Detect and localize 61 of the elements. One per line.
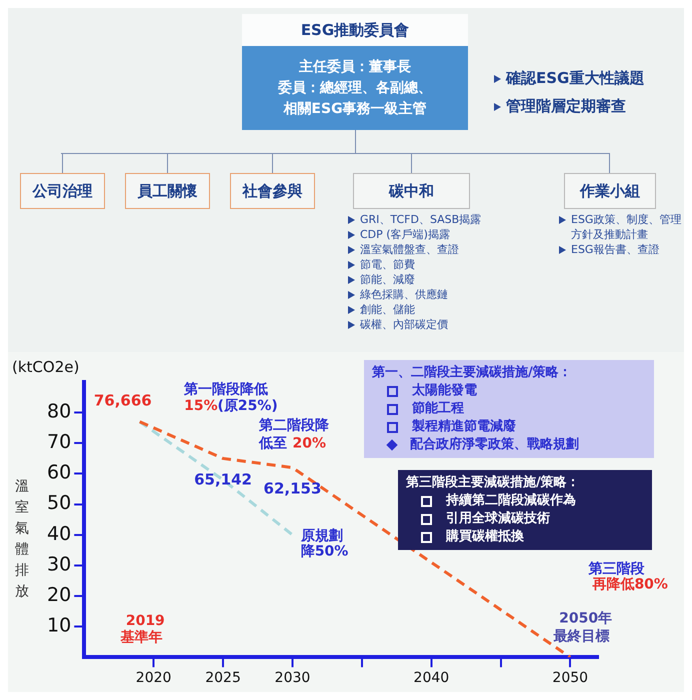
annotation: 節能工程 bbox=[412, 400, 464, 418]
x-tick-label: 2025 bbox=[205, 670, 241, 686]
annotation: 降50% bbox=[300, 544, 348, 560]
annotation: 2050年 bbox=[559, 610, 612, 626]
annotation: 配合政府淨零政策、戰略規劃 bbox=[410, 436, 579, 454]
annotation: 76,666 bbox=[94, 392, 152, 410]
annotation: 最終目標 bbox=[552, 628, 610, 645]
text: 第一、二階段主要減碳措施/策略： bbox=[372, 365, 572, 380]
y-tick-label: 20 bbox=[46, 584, 72, 606]
text: (ktCO2e) bbox=[12, 358, 80, 376]
annotation: 第二階段降 bbox=[258, 417, 330, 434]
annotation: 購買碳權抵換 bbox=[446, 528, 524, 546]
annotation: 原規劃 bbox=[300, 528, 343, 544]
text: ESG報告書、查證 bbox=[571, 242, 660, 257]
annotation: 基準年 bbox=[119, 630, 162, 646]
annotation: 65,142 bbox=[194, 470, 252, 488]
annotation: 持續第二階段減碳作為 bbox=[446, 492, 576, 510]
text: 公司治理 bbox=[20, 173, 105, 209]
annotation: 製程精進節電減廢 bbox=[412, 418, 516, 436]
annotation: 引用全球減碳技術 bbox=[446, 510, 550, 528]
y-tick-label: 70 bbox=[46, 431, 72, 454]
text: 創能、儲能 bbox=[360, 302, 415, 317]
x-tick-label: 2030 bbox=[274, 670, 310, 686]
annotation: 第一階段降低 bbox=[183, 381, 268, 398]
text: 作業小組 bbox=[564, 173, 656, 209]
annotation: 第三階段 bbox=[587, 561, 646, 578]
text: 委員：總經理、各副總、相關ESG事務一級主管 bbox=[277, 78, 433, 118]
text: 主任委員：董事長 bbox=[299, 58, 411, 76]
text: ESG推動委員會 bbox=[242, 14, 468, 46]
x-tick-label: 2020 bbox=[136, 670, 172, 686]
annotation: 2019 bbox=[126, 613, 165, 630]
text: 碳中和 bbox=[353, 173, 470, 209]
text: ESG政策、制度、管理方針及推動計畫 bbox=[571, 212, 682, 242]
text: 節電、節費 bbox=[360, 257, 415, 272]
annotation: 低至 bbox=[258, 435, 288, 452]
text: 員工關懷 bbox=[125, 173, 210, 209]
text: 社會參與 bbox=[230, 173, 315, 209]
annotation: 62,153 bbox=[264, 480, 322, 498]
text: 溫室氣體盤查、查證 bbox=[360, 242, 459, 257]
annotation: 第三階段主要減碳措施/策略： bbox=[406, 474, 581, 492]
y-tick-label: 40 bbox=[46, 522, 72, 545]
text: 綠色採購、供應鏈 bbox=[360, 287, 448, 302]
y-tick-label: 60 bbox=[46, 462, 72, 484]
text: GRI、TCFD、SASB揭露 bbox=[360, 212, 482, 227]
x-tick-label: 2040 bbox=[414, 670, 450, 686]
text: 節能、減廢 bbox=[360, 272, 415, 287]
annotation: 15% bbox=[184, 398, 218, 414]
y-tick-label: 30 bbox=[46, 553, 72, 576]
annotation: 再降低80% bbox=[591, 576, 668, 593]
y-axis-title: 溫室氣體排放 bbox=[15, 478, 29, 600]
text: 確認ESG重大性議題 bbox=[504, 68, 644, 89]
y-tick-label: 50 bbox=[46, 492, 72, 514]
annotation: 20% bbox=[292, 435, 326, 452]
x-tick-label: 2050 bbox=[552, 670, 588, 686]
y-tick-label: 80 bbox=[46, 400, 72, 423]
annotation: (原25%) bbox=[217, 398, 278, 414]
annotation: 太陽能發電 bbox=[412, 382, 477, 400]
text: CDP (客戶端)揭露 bbox=[360, 227, 450, 242]
text: 管理階層定期審查 bbox=[505, 96, 627, 117]
y-tick-label: 10 bbox=[46, 614, 72, 637]
text: 碳權、內部碳定價 bbox=[360, 317, 448, 332]
